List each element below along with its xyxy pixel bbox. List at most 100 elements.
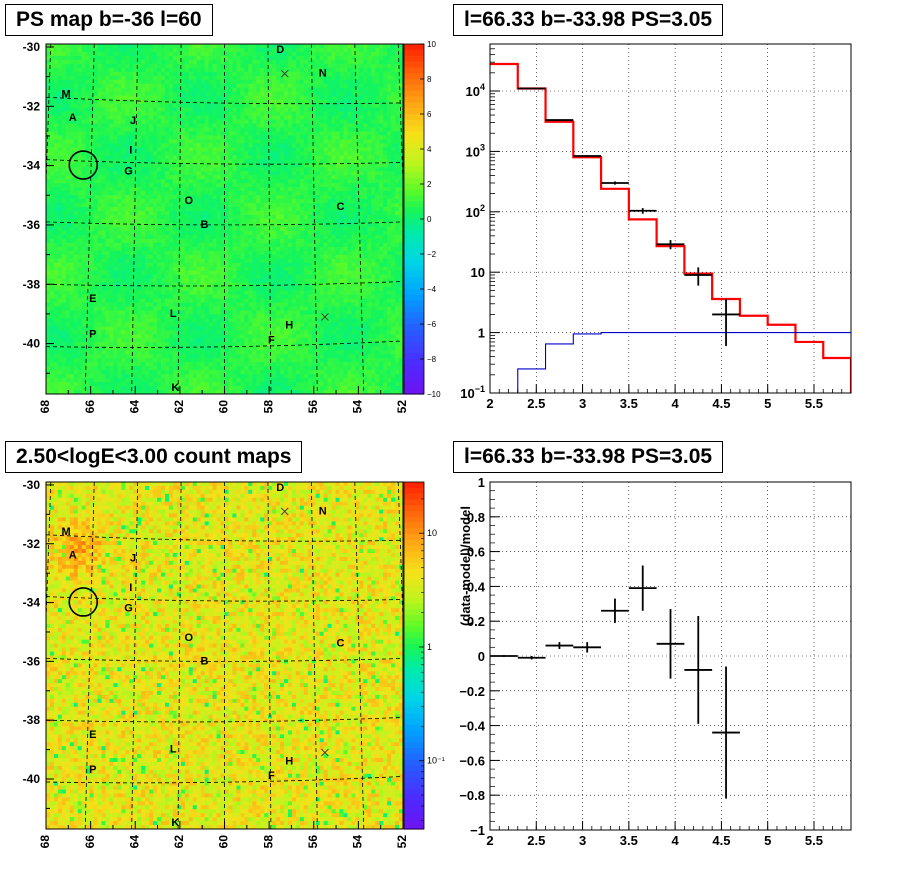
colorbar-cell	[404, 539, 424, 547]
spectrum-axes: 2 2.5 3 3.5 4 4.5 5 5.5 10−1 1 10 102 103 104	[460, 43, 852, 411]
cross-marker	[321, 748, 329, 757]
x-tick-label: 3.5	[620, 396, 638, 411]
colorbar-cell	[404, 324, 424, 331]
x-tick-label: 54	[351, 400, 365, 414]
colorbar-cell	[404, 811, 424, 819]
source-label-I: I	[129, 145, 132, 157]
grid-parallel	[46, 473, 403, 482]
source-label-K: K	[171, 817, 179, 829]
colorbar-cell	[404, 108, 424, 115]
colorbar-cell	[404, 236, 424, 243]
ps-map-heatmap	[46, 44, 403, 394]
colorbar-cell	[404, 713, 424, 720]
y-tick-label: -34	[23, 596, 41, 610]
y-tick-label: -32	[23, 99, 41, 113]
colorbar-tick-label: −4	[427, 285, 437, 294]
grid-parallel	[46, 281, 403, 287]
colorbar-cell	[404, 96, 424, 103]
x-tick-label: 4	[672, 396, 680, 411]
spectrum-grid	[489, 44, 851, 394]
colorbar-cell	[404, 516, 424, 524]
ps-map-coordinate-grid	[46, 44, 403, 394]
colorbar-cell	[404, 259, 424, 267]
colorbar-cell	[404, 603, 424, 610]
colorbar-cell	[404, 505, 424, 512]
source-label-H: H	[285, 755, 293, 767]
x-tick-label: 66	[83, 400, 97, 414]
colorbar-cell	[404, 805, 424, 813]
count-map-axes: 68 66 64 62 60 58 56 54 52 -30 -32 -34 -36 -38 -40	[23, 478, 410, 848]
colorbar-cell	[404, 318, 424, 325]
colorbar-cell	[404, 119, 424, 127]
x-tick-label: 64	[127, 400, 141, 414]
y-tick-label: -36	[23, 654, 41, 668]
residual-title: l=66.33 b=-33.98 PS=3.05	[453, 441, 724, 473]
y-tick-label: −0.8	[459, 788, 485, 803]
source-label-E: E	[89, 293, 96, 305]
source-label-N: N	[319, 68, 327, 80]
grid-parallel	[46, 340, 403, 348]
y-tick-label: 0.8	[467, 510, 485, 525]
source-label-I: I	[129, 582, 132, 594]
y-tick-label: 0.2	[467, 614, 485, 629]
colorbar-cell	[404, 49, 424, 57]
colorbar-cell	[404, 788, 424, 795]
x-tick-label: 56	[306, 400, 320, 414]
cross-marker	[280, 69, 289, 78]
colorbar-cell	[404, 609, 424, 616]
colorbar-cell	[404, 207, 424, 214]
source-label-F: F	[268, 335, 275, 347]
colorbar-cell	[404, 707, 424, 714]
residual-axes: 2 2.5 3 3.5 4 4.5 5 5.5 −1 −0.8 −0.6 −0.4 −0.2 0 0.2 0.…	[459, 475, 852, 848]
grid-parallel	[46, 534, 403, 542]
colorbar-cell	[404, 534, 424, 541]
colorbar-cell	[404, 178, 424, 185]
model-histogram	[490, 62, 851, 393]
residual-y-axis-label: (data-model)/model	[458, 506, 473, 626]
colorbar-cell	[404, 748, 424, 755]
colorbar-cell	[404, 382, 424, 389]
grid-meridian	[84, 482, 95, 829]
y-tick-label: 102	[466, 203, 485, 220]
colorbar-tick-label: 10	[427, 40, 436, 49]
x-tick-label: 2	[486, 833, 493, 848]
grid-meridian	[46, 482, 52, 633]
colorbar-cell	[404, 248, 424, 255]
colorbar-cell	[404, 817, 424, 824]
colorbar-cell	[404, 753, 424, 761]
colorbar-tick-label: −8	[427, 355, 437, 364]
colorbar-cell	[404, 701, 424, 709]
grid-meridian	[267, 482, 272, 829]
y-tick-label: 0.4	[467, 579, 486, 594]
source-label-O: O	[185, 195, 194, 207]
x-tick-label: 68	[38, 400, 52, 414]
ps-map-colorbar: 10 8 6 4 2 0 −2 −4 −6 −8 −10	[403, 40, 441, 399]
colorbar-cell	[404, 388, 424, 395]
x-tick-label: 2	[486, 396, 493, 411]
colorbar-cell	[404, 102, 424, 109]
colorbar-cell	[404, 79, 424, 86]
colorbar-cell	[404, 265, 424, 273]
colorbar-cell	[404, 823, 424, 830]
source-label-E: E	[89, 729, 96, 741]
grid-meridian	[397, 482, 403, 633]
count-map-overlay: D N MA J IG O C B E L H P F K	[61, 482, 344, 829]
source-label-O: O	[185, 632, 194, 644]
y-tick-label: -34	[23, 159, 41, 173]
source-label-G: G	[124, 602, 133, 614]
x-tick-label: 62	[172, 835, 186, 849]
y-tick-label: -36	[23, 218, 41, 232]
colorbar-cell	[404, 742, 424, 749]
x-tick-label: 3	[579, 833, 586, 848]
colorbar-cell	[404, 201, 424, 208]
grid-meridian	[354, 482, 365, 829]
y-tick-label: −0.2	[459, 684, 485, 699]
colorbar-cell	[404, 84, 424, 92]
colorbar-cell	[404, 44, 424, 51]
grid-meridian	[131, 482, 139, 829]
colorbar-cell	[404, 522, 424, 529]
colorbar-cell	[404, 794, 424, 801]
ps-map-axes: 68 66 64 62 60 58 56 54 52 -30 -32 -34 -36 -38 -40	[23, 40, 410, 413]
colorbar-tick-label: 0	[427, 215, 432, 224]
